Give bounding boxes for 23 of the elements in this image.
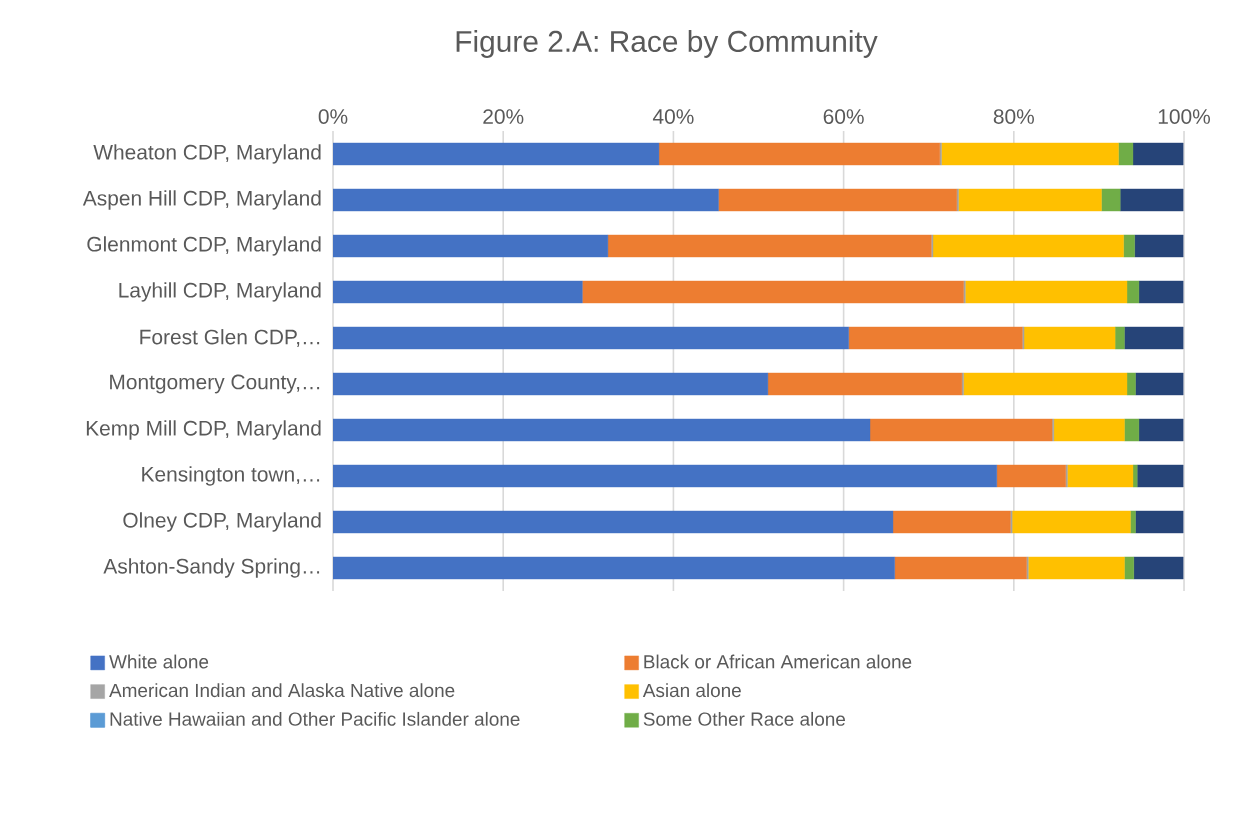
legend-label: Asian alone <box>642 683 741 698</box>
y-tick-label: Montgomery County,… <box>110 374 320 394</box>
x-tick-label: 80% <box>993 109 1034 124</box>
legend-label: Black or African American alone <box>644 654 912 669</box>
y-tick-label: Wheaton CDP, Maryland <box>93 144 321 164</box>
x-tick-label: 60% <box>823 109 864 124</box>
y-tick-label: Olney CDP, Maryland <box>123 512 321 532</box>
y-tick-label: Kemp Mill CDP, Maryland <box>86 420 321 440</box>
x-tick-label: 100% <box>1158 109 1211 124</box>
legend-label: White alone <box>109 654 209 669</box>
y-tick-label: Glenmont CDP, Maryland <box>87 236 321 256</box>
x-tick-label: 20% <box>483 109 524 124</box>
legend-label: American Indian and Alaska Native alone <box>109 683 455 698</box>
y-tick-label: Ashton-Sandy Spring… <box>103 558 320 578</box>
y-tick-label: Kensington town,… <box>142 466 320 486</box>
y-tick-label: Forest Glen CDP,… <box>140 329 320 347</box>
chart-title: Figure 2.A: Race by Community <box>456 30 878 58</box>
y-tick-label: Aspen Hill CDP, Maryland <box>82 190 321 210</box>
y-tick-label: Layhill CDP, Maryland <box>119 282 321 302</box>
x-tick-label: 40% <box>652 109 694 124</box>
x-tick-label: 0% <box>318 109 348 124</box>
legend-label: Some Other Race alone <box>643 711 846 726</box>
legend-label: Native Hawaiian and Other Pacific Islander alone <box>110 711 520 726</box>
